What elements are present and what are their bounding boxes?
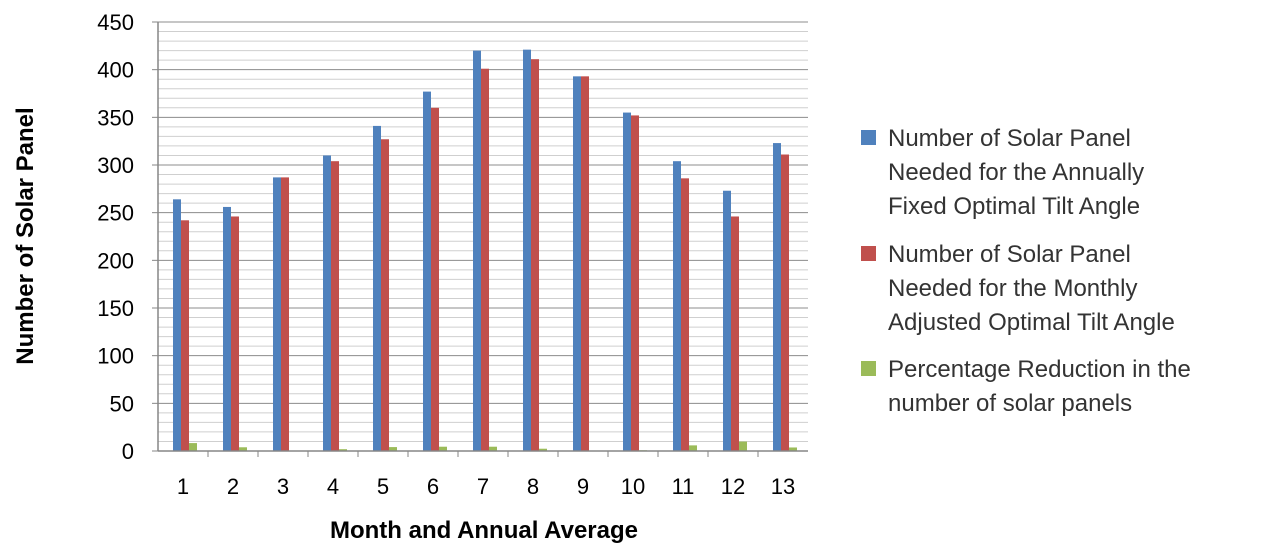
x-tick-label: 2	[227, 474, 239, 499]
bar-series-3	[539, 448, 547, 451]
bar-series-1	[473, 50, 481, 451]
bar-series-2	[381, 139, 389, 451]
y-tick-label: 50	[110, 391, 134, 416]
y-tick-label: 400	[97, 58, 134, 83]
bar-series-3	[339, 449, 347, 451]
bar-series-1	[323, 155, 331, 451]
bar-series-2	[781, 154, 789, 451]
legend-label-line: Number of Solar Panel	[888, 125, 1131, 152]
legend-label-line: Percentage Reduction in the	[888, 356, 1191, 383]
bar-series-1	[373, 125, 381, 451]
bar-series-1	[423, 91, 431, 452]
bar-series-2	[231, 216, 239, 451]
y-tick-label: 0	[122, 439, 134, 464]
y-tick-label: 100	[97, 344, 134, 369]
legend-swatch-2	[861, 246, 876, 261]
legend-label-line: Needed for the Monthly	[888, 275, 1137, 302]
bar-series-3	[389, 447, 397, 451]
x-tick-label: 12	[721, 474, 745, 499]
y-tick-label: 450	[97, 10, 134, 35]
x-tick-label: 13	[771, 474, 795, 499]
x-axis-title: Month and Annual Average	[330, 517, 638, 544]
bar-series-1	[173, 199, 181, 451]
bar-series-1	[723, 190, 731, 452]
y-tick-label: 200	[97, 248, 134, 273]
bar-series-2	[331, 161, 339, 452]
bar-series-2	[281, 177, 289, 452]
bar-series-2	[581, 76, 589, 451]
bar-series-2	[431, 107, 439, 452]
bar-series-3	[189, 443, 197, 451]
y-tick-label: 350	[97, 105, 134, 130]
legend-label-line: Fixed Optimal Tilt Angle	[888, 193, 1140, 220]
legend-label-line: Adjusted Optimal Tilt Angle	[888, 309, 1175, 336]
y-tick-label: 250	[97, 201, 134, 226]
y-tick-label: 150	[97, 296, 134, 321]
legend-label-line: Needed for the Annually	[888, 159, 1144, 186]
x-tick-label: 6	[427, 474, 439, 499]
bar-series-2	[731, 216, 739, 451]
bar-series-1	[623, 112, 631, 452]
legend-label-line: number of solar panels	[888, 390, 1132, 417]
bar-series-3	[439, 446, 447, 451]
legend: Number of Solar Panel Needed for the Annu…	[861, 125, 1191, 417]
bar-series-1	[573, 76, 581, 451]
bar-series-1	[273, 177, 281, 452]
legend-label-line: Number of Solar Panel	[888, 241, 1131, 268]
bar-series-3	[489, 446, 497, 451]
x-tick-label: 4	[327, 474, 339, 499]
bar-series-3	[789, 447, 797, 451]
bars	[173, 49, 797, 452]
bar-series-3	[689, 445, 697, 451]
bar-series-2	[481, 68, 489, 452]
bar-series-2	[631, 115, 639, 451]
x-tick-label: 10	[621, 474, 645, 499]
bar-series-2	[181, 220, 189, 451]
bar-series-2	[531, 59, 539, 452]
y-tick-label: 300	[97, 153, 134, 178]
x-tick-label: 7	[477, 474, 489, 499]
y-axis-title: Number of Solar Panel	[12, 107, 39, 364]
x-tick-label: 9	[577, 474, 589, 499]
bar-series-1	[223, 206, 231, 451]
bar-series-1	[673, 161, 681, 452]
bar-series-1	[523, 49, 531, 451]
x-tick-label: 5	[377, 474, 389, 499]
x-tick-label: 1	[177, 474, 189, 499]
bar-series-3	[239, 447, 247, 451]
bar-series-3	[739, 441, 747, 451]
bar-series-2	[681, 178, 689, 451]
x-tick-label: 11	[672, 474, 695, 499]
legend-swatch-3	[861, 361, 876, 376]
bar-series-1	[773, 143, 781, 451]
legend-swatch-1	[861, 130, 876, 145]
x-tick-label: 8	[527, 474, 539, 499]
x-tick-label: 3	[277, 474, 289, 499]
